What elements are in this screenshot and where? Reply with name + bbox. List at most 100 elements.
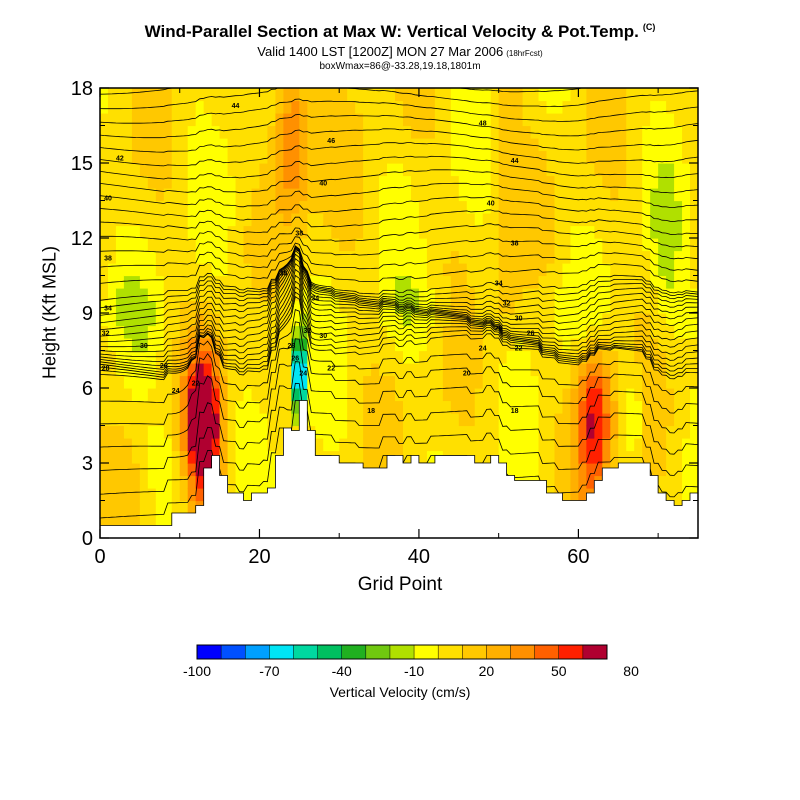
field-cell xyxy=(562,125,572,139)
field-cell xyxy=(243,338,253,352)
field-cell xyxy=(187,325,197,339)
field-cell xyxy=(578,325,587,339)
field-cell xyxy=(434,200,444,214)
field-cell xyxy=(163,263,173,277)
field-cell xyxy=(100,250,109,264)
field-cell xyxy=(570,375,579,389)
field-cell xyxy=(179,413,189,427)
field-cell xyxy=(458,150,468,164)
contour-label-text: 32 xyxy=(303,328,311,335)
field-cell xyxy=(283,100,292,114)
field-cell xyxy=(690,325,698,339)
field-cell xyxy=(682,88,691,102)
field-cell xyxy=(490,425,500,439)
field-cell xyxy=(171,150,181,164)
field-cell xyxy=(315,163,324,177)
field-cell xyxy=(347,425,356,439)
field-cell xyxy=(570,313,579,327)
field-cell xyxy=(363,263,372,277)
field-cell xyxy=(395,413,404,427)
field-cell xyxy=(379,275,388,289)
field-cell xyxy=(578,250,587,264)
field-cell xyxy=(466,225,476,239)
field-cell xyxy=(522,313,532,327)
field-cell xyxy=(355,100,364,114)
field-cell xyxy=(299,163,308,177)
colorbar-swatch xyxy=(534,645,560,659)
field-cell xyxy=(155,175,165,189)
field-cell xyxy=(147,150,157,164)
field-cell xyxy=(163,350,173,364)
field-cell xyxy=(498,338,508,352)
field-cell xyxy=(307,188,316,202)
field-cell xyxy=(530,125,540,139)
field-cell xyxy=(219,413,229,427)
field-cell xyxy=(546,413,556,427)
y-tick-label: 12 xyxy=(71,228,93,250)
field-cell xyxy=(363,300,372,314)
field-cell xyxy=(586,413,595,427)
contour-label: 20 xyxy=(463,371,471,378)
field-cell xyxy=(315,375,324,389)
field-cell xyxy=(490,438,500,452)
field-cell xyxy=(331,425,340,439)
field-cell xyxy=(586,88,595,102)
field-cell xyxy=(371,113,380,127)
field-cell xyxy=(155,113,165,127)
field-cell xyxy=(163,88,173,102)
isentrope-line xyxy=(100,113,698,139)
field-cell xyxy=(371,213,380,227)
field-cell xyxy=(251,300,261,314)
field-cell xyxy=(395,363,404,377)
field-cell xyxy=(291,213,300,227)
field-cell xyxy=(347,275,356,289)
field-cell xyxy=(211,400,221,414)
field-cell xyxy=(235,150,245,164)
field-cell xyxy=(450,175,460,189)
field-cell xyxy=(418,275,428,289)
field-cell xyxy=(434,150,444,164)
field-cell xyxy=(594,438,603,452)
field-cell xyxy=(379,425,388,439)
field-cell xyxy=(442,288,452,302)
contour-label: 30 xyxy=(515,316,523,323)
field-cell xyxy=(546,138,556,152)
field-cell xyxy=(506,363,516,377)
field-cell xyxy=(315,188,324,202)
field-cell xyxy=(618,275,627,289)
field-cell xyxy=(562,163,572,177)
field-cell xyxy=(235,438,245,452)
contour-label-text: 18 xyxy=(511,408,519,415)
y-tick-label: 9 xyxy=(82,303,93,325)
field-cell xyxy=(219,438,229,452)
field-cell xyxy=(115,475,125,489)
field-cell xyxy=(267,338,277,352)
field-cell xyxy=(434,350,444,364)
field-cell xyxy=(402,150,412,164)
field-cell xyxy=(514,350,524,364)
field-cell xyxy=(658,350,667,364)
field-cell xyxy=(450,275,460,289)
field-cell xyxy=(418,175,428,189)
field-cell xyxy=(315,200,324,214)
field-cell xyxy=(642,188,651,202)
field-cell xyxy=(466,238,476,252)
field-cell xyxy=(235,300,245,314)
field-cell xyxy=(402,400,412,414)
field-cell xyxy=(474,263,484,277)
field-cell xyxy=(323,288,332,302)
field-cell xyxy=(387,338,396,352)
field-cell xyxy=(458,250,468,264)
field-cell xyxy=(674,425,683,439)
field-cell xyxy=(522,450,532,464)
field-cell xyxy=(363,163,372,177)
field-cell xyxy=(690,200,698,214)
field-cell xyxy=(163,213,173,227)
field-cell xyxy=(155,138,165,152)
field-cell xyxy=(426,438,436,452)
field-cell xyxy=(123,388,133,402)
field-cell xyxy=(227,200,237,214)
field-cell xyxy=(203,175,213,189)
field-cell xyxy=(506,138,516,152)
field-cell xyxy=(506,388,516,402)
